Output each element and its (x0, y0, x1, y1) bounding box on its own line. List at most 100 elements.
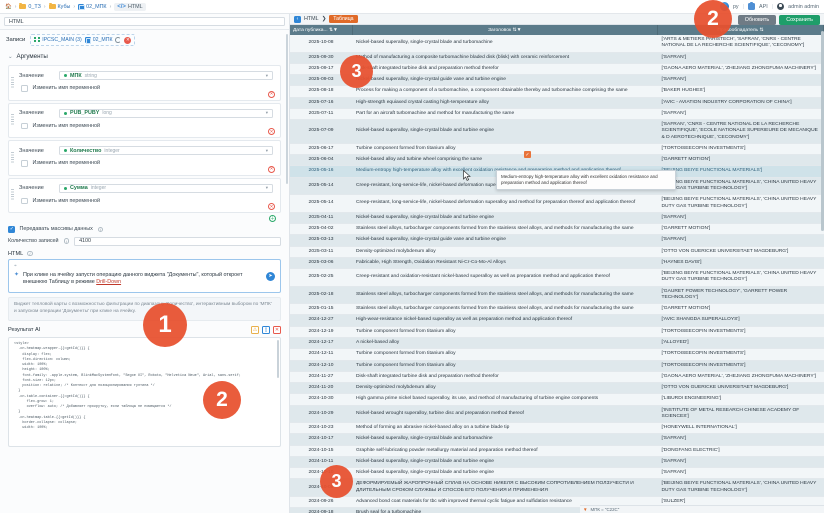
send-icon[interactable]: ➤ (266, 271, 275, 281)
cell-owner[interactable]: ['AVIC - AVIATION INDUSTRY CORPORATION O… (657, 97, 824, 109)
table-row[interactable]: 2024-10-30 High gamma prime nickel based … (290, 393, 824, 406)
cell-title[interactable]: Creep-resistant and oxidation-resistant … (352, 268, 658, 287)
table-row[interactable]: 2025-07-16 High-strength equiaxed crystal… (290, 97, 824, 109)
cell-date[interactable]: 2024-11-20 (290, 382, 352, 395)
cell-title[interactable]: Brush seal for a turbomachine (352, 507, 658, 513)
table-row[interactable]: 2024-10-29 Nickel-based wrought superallo… (290, 405, 824, 424)
cell-title[interactable]: Method of forming an abrasive nickel-bas… (352, 422, 658, 435)
breadcrumb-item-1[interactable]: Кубы (48, 2, 70, 10)
cell-owner[interactable]: ['SAFRAN'] (657, 52, 824, 64)
table-row[interactable]: 2025-04-11 Nickel-based superalloy, singl… (290, 212, 824, 225)
widget-title-input[interactable]: HTML (4, 17, 285, 26)
save-button[interactable]: Сохранить (779, 15, 820, 25)
cell-date[interactable]: 2024-12-11 (290, 348, 352, 361)
filter-icon[interactable]: ▼ (583, 507, 588, 512)
back-icon[interactable]: ‹ (294, 15, 301, 23)
table-row[interactable]: 2024-10-08ДЕФОРМИРУЕМЫЙ ЖАРОПРОЧНЫЙ СПЛА… (290, 478, 824, 497)
sort-icon[interactable]: ⇅ (512, 28, 517, 33)
table-row[interactable]: 2024-12-19 Turbine component formed from … (290, 326, 824, 338)
cell-date[interactable]: 2025-01-15 (290, 303, 352, 316)
reload-icon[interactable] (115, 37, 122, 43)
ai-prompt-box[interactable]: ⌖ ✦ При клике на ячейку запусти операцию… (8, 258, 281, 294)
table-row[interactable]: 2025-03-11 Density-optimized molybdenum a… (290, 246, 824, 258)
cell-title[interactable]: Advanced bond coat materials for tbc wit… (352, 496, 658, 509)
cell-owner[interactable]: ['TORTOISEECOFIN INVESTMENTS'] (657, 348, 824, 361)
cell-owner[interactable]: ['TORTOISEECOFIN INVESTMENTS'] (657, 326, 824, 338)
table-row[interactable]: 2025-10-08 Nickel-based superalloy, singl… (290, 35, 824, 53)
refresh-button[interactable]: Обновить (737, 15, 777, 25)
table-row[interactable]: 2025-05-14 Creep-resistant, long-service-… (290, 194, 824, 213)
cell-date[interactable]: 2025-10-08 (290, 35, 352, 53)
cell-date[interactable]: 2024-09-26 (290, 496, 352, 509)
cell-owner[interactable]: ['GAONA AERO MATERIAL', 'ZHEJIANG ZHONGF… (657, 371, 824, 384)
table-row[interactable]: 2025-01-15 Stainless steel alloys, turboc… (290, 303, 824, 316)
pass-arrays-checkbox[interactable] (8, 226, 15, 233)
rename-checkbox-row[interactable]: Изменить имя переменной (19, 197, 273, 204)
cell-owner[interactable]: ['SAFRAN'] (657, 212, 824, 225)
cell-date[interactable]: 2025-03-06 (290, 257, 352, 270)
value-select[interactable]: PUB_PUBY long ▾ (59, 108, 273, 118)
cell-title[interactable]: Density-optimized molybdenum alloy (352, 246, 658, 258)
cell-owner[interactable]: ['SAFRAN'] (657, 74, 824, 87)
value-select[interactable]: МПК string ▾ (59, 71, 273, 80)
cell-date[interactable]: 2025-05-16 (290, 165, 352, 178)
cell-title[interactable]: Method of manufacturing a composite turb… (352, 52, 658, 64)
tab-html[interactable]: HTML (304, 16, 319, 22)
rename-checkbox-row[interactable]: Изменить имя переменной (19, 85, 273, 92)
delete-argument-button[interactable]: ✕ (268, 165, 275, 173)
table-row[interactable]: 2024-12-27 High-wear-resistance nickel-ba… (290, 314, 824, 327)
row-check-icon[interactable]: ✓ (524, 151, 531, 158)
cell-title[interactable]: Density-optimized molybdenum alloy (352, 382, 658, 395)
rename-checkbox[interactable] (21, 85, 28, 92)
user-name[interactable]: admin admin (788, 3, 819, 10)
cell-owner[interactable]: ['GAONA AERO MATERIAL', 'ZHEJIANG ZHONGF… (657, 63, 824, 76)
table-row[interactable]: 2025-09-30 Method of manufacturing a comp… (290, 52, 824, 64)
table-row[interactable]: 2025-08-18 Process for making a component… (290, 85, 824, 98)
cell-title[interactable]: High-wear-resistance nickel-based supera… (352, 314, 658, 327)
cell-title[interactable]: Nickel-based superalloy, single-crystal … (352, 35, 658, 53)
drag-handle[interactable] (11, 114, 14, 127)
cell-title[interactable]: High gamma prime nickel based superalloy… (352, 393, 658, 406)
value-select[interactable]: Количество integer ▾ (59, 146, 273, 155)
cell-title[interactable]: Nickel-based wrought superalloy, turbine… (352, 405, 658, 424)
cell-date[interactable]: 2025-06-04 (290, 154, 352, 167)
cell-owner[interactable]: ['BEIJING BEIYE FUNCTIONAL MATERIALS', '… (657, 478, 824, 497)
prompt-link[interactable]: Drill-Down (96, 279, 122, 286)
results-table-wrapper[interactable]: Дата публика... ⇅▼ Заголовок ⇅▼ Правообл… (290, 25, 824, 513)
sort-icon[interactable]: ⇅ (328, 28, 334, 33)
cell-title[interactable]: Fabricable, High Strength, Oxidation Res… (352, 257, 658, 270)
cell-owner[interactable]: ['BEIJING BEIYE FUNCTIONAL MATERIALS', '… (657, 194, 824, 213)
drag-handle[interactable] (11, 151, 14, 164)
cell-date[interactable]: 2024-09-18 (290, 507, 352, 513)
cell-owner[interactable]: ['AVIC SHANGDA SUPERALLOYS'] (657, 314, 824, 327)
rename-checkbox[interactable] (21, 197, 28, 204)
table-row[interactable]: 2025-09-17 Disk-shaft integrated turbine … (290, 63, 824, 76)
cell-owner[interactable]: ['SAFRAN'] (657, 467, 824, 480)
drag-handle[interactable] (11, 76, 14, 89)
table-row[interactable]: 2024-12-17 A nickel-based alloy ['ALLOYED'… (290, 337, 824, 350)
cell-date[interactable]: 2025-07-16 (290, 97, 352, 109)
sort-icon[interactable]: ⇅ (759, 28, 764, 33)
cell-title[interactable]: Disk-shaft integrated turbine disk and p… (352, 63, 658, 76)
cell-owner[interactable]: ['OTTO VON GUERICKE UNIVERSITAET MAGDEBU… (657, 246, 824, 258)
info-icon[interactable]: i (97, 226, 104, 232)
left-panel-scrollbar[interactable] (285, 34, 288, 184)
cell-date[interactable]: 2025-09-17 (290, 63, 352, 76)
home-icon[interactable]: 🏠 (5, 3, 12, 10)
cell-title[interactable]: Graphite self-lubricating powder metallu… (352, 445, 658, 457)
table-row[interactable]: 2025-04-02 Stainless steel alloys, turboc… (290, 223, 824, 236)
cell-title[interactable]: Part for an aircraft turbomachine and me… (352, 108, 658, 121)
language-label[interactable]: ру (732, 3, 739, 10)
cell-date[interactable]: 2024-10-17 (290, 433, 352, 446)
drag-handle[interactable] (11, 189, 14, 202)
breadcrumb-item-2[interactable]: 02_МПК (78, 3, 107, 11)
table-row[interactable]: 2024-12-11 Turbine component formed from … (290, 348, 824, 361)
cell-owner[interactable]: ['GARRETT MOTION'] (657, 223, 824, 236)
cell-owner[interactable]: ['GARRETT MOTION'] (657, 154, 824, 167)
rename-checkbox-row[interactable]: Изменить имя переменной (19, 122, 273, 129)
cell-date[interactable]: 2024-10-30 (290, 393, 352, 406)
add-argument-button[interactable]: ＋ (269, 215, 276, 222)
table-row[interactable]: 2025-09-03 Nickel-based superalloy, singl… (290, 74, 824, 87)
cell-date[interactable]: 2025-07-11 (290, 108, 352, 121)
cell-title[interactable]: Process for making a component of a turb… (352, 85, 658, 98)
